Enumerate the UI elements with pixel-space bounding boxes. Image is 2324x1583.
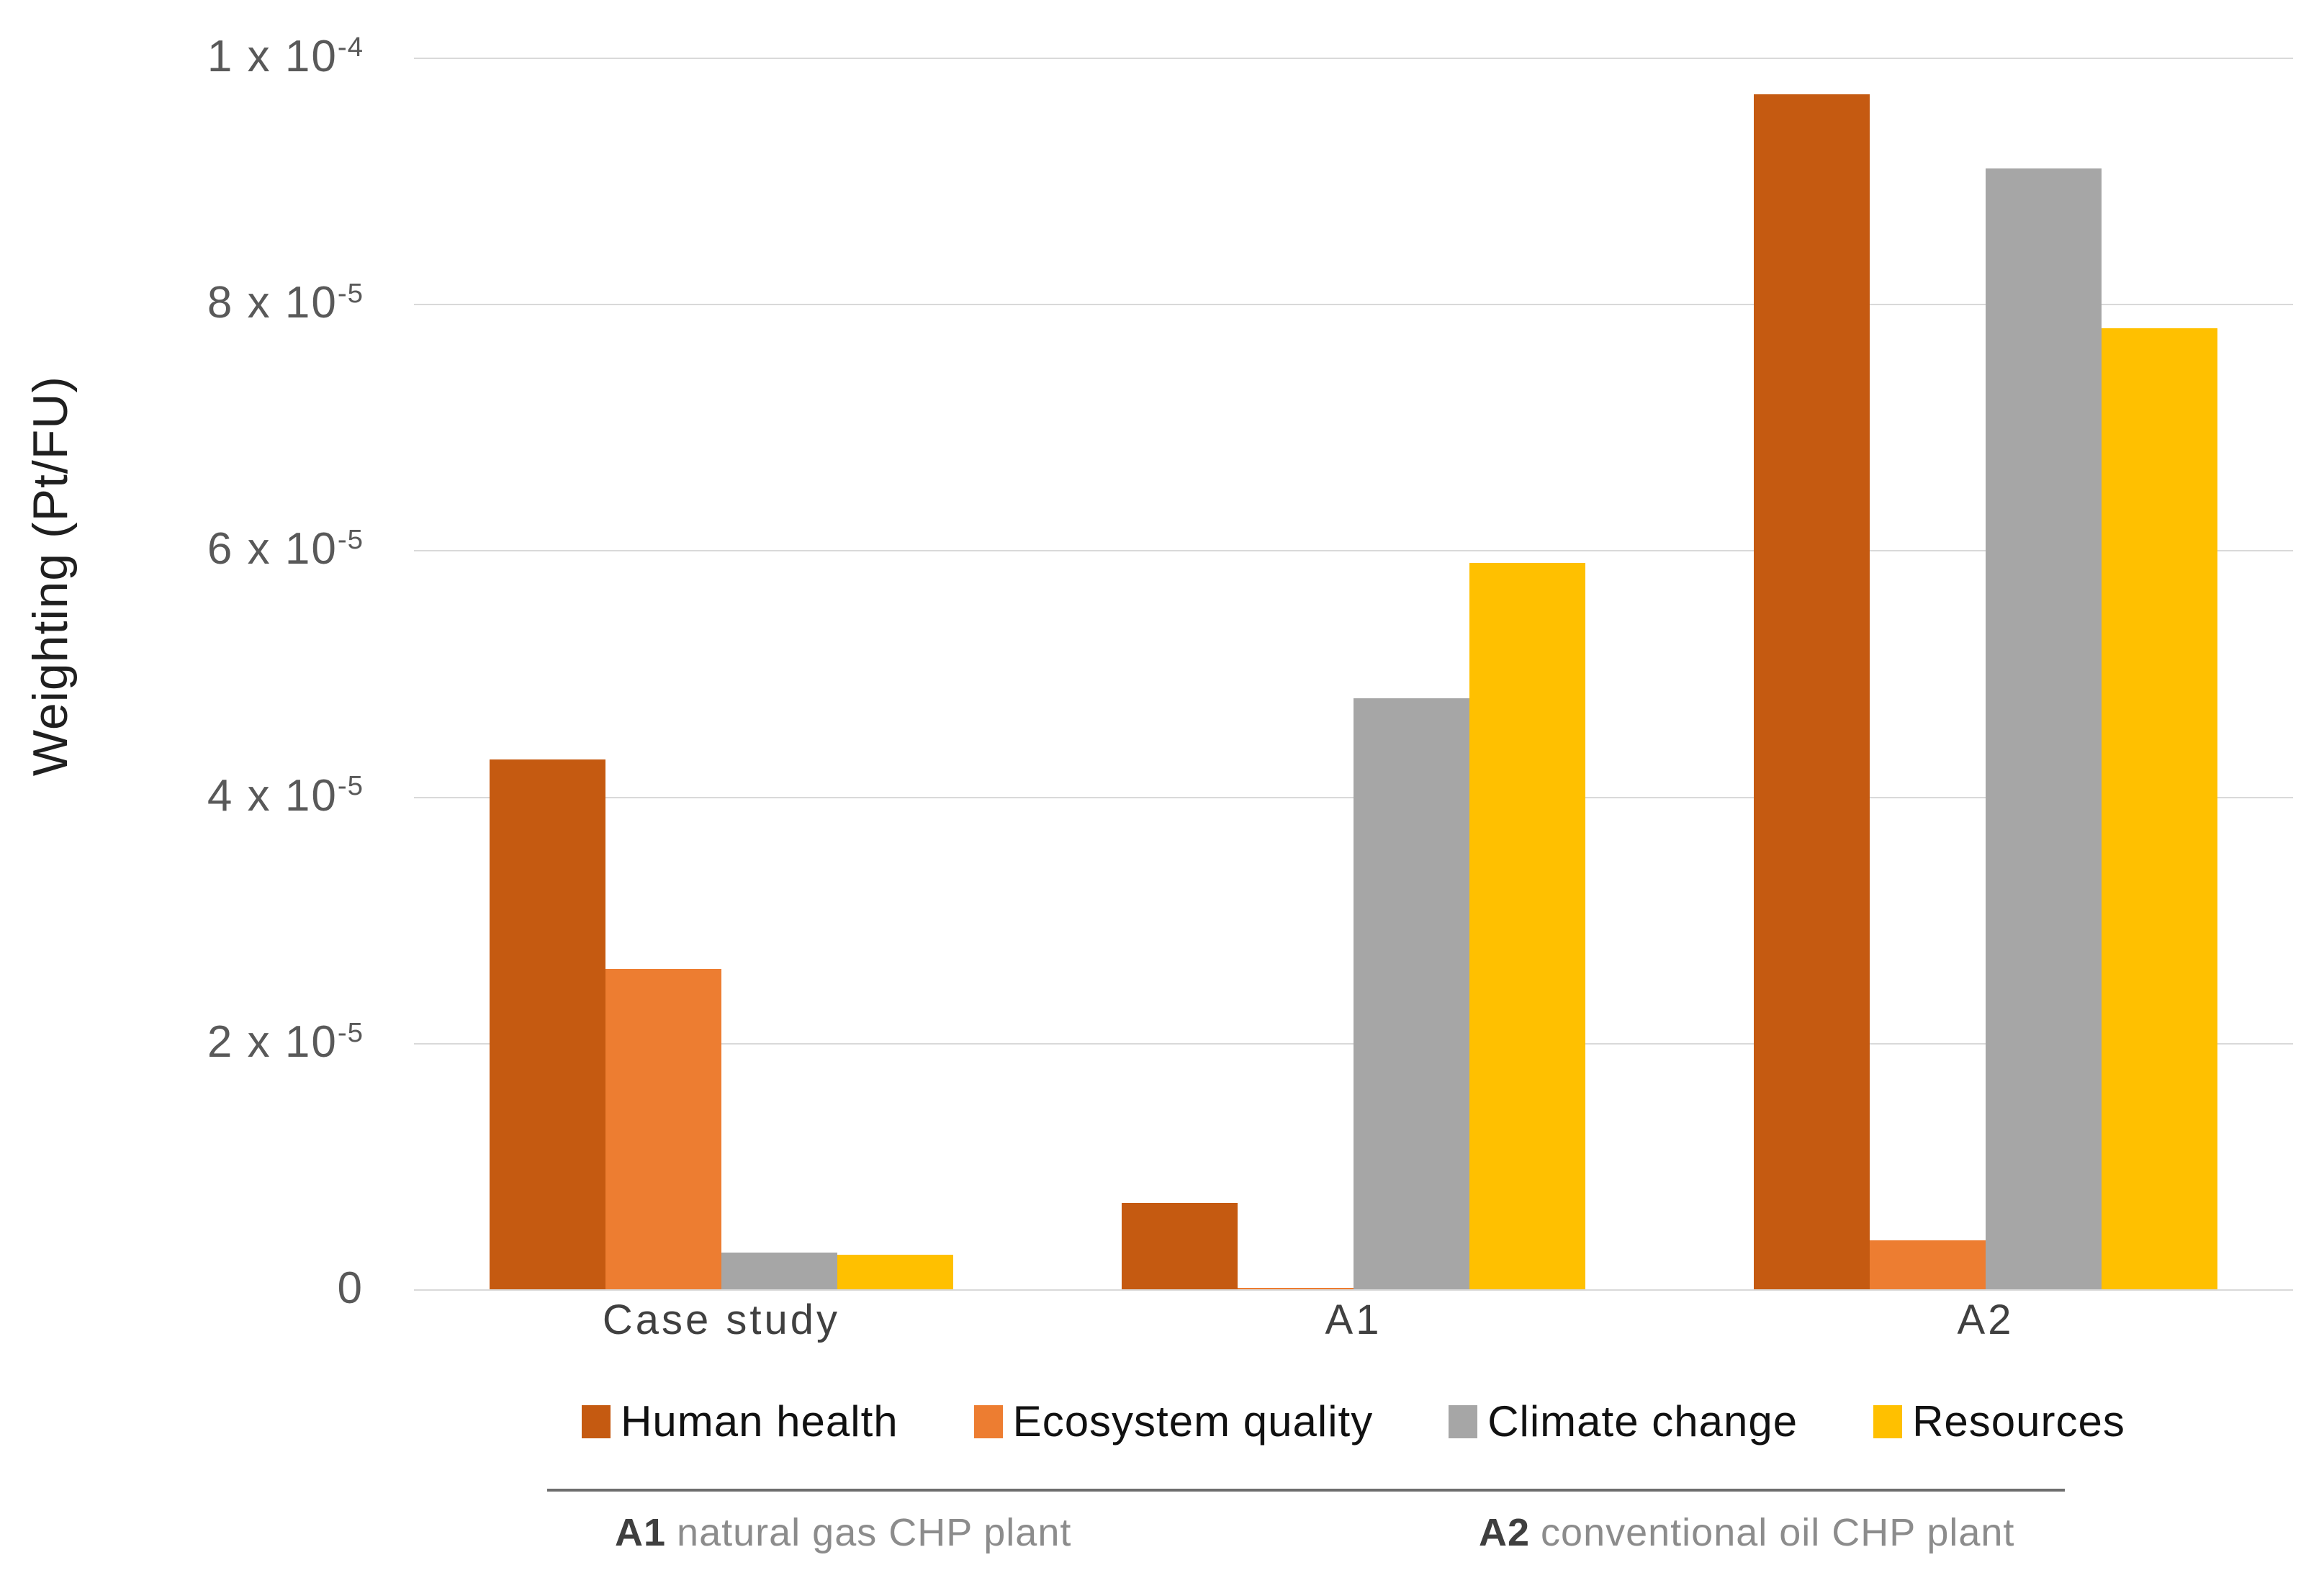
x-label-a2: A2	[1957, 1296, 2014, 1343]
footnote-divider	[547, 1489, 2065, 1492]
footnote-text: conventional oil CHP plant	[1541, 1511, 2015, 1554]
bar-group-a2	[1753, 58, 2218, 1289]
bar-resources	[837, 1255, 954, 1289]
climate-change-swatch-icon	[1449, 1404, 1478, 1438]
footnote-text: natural gas CHP plant	[677, 1511, 1072, 1554]
bar-human-health	[1121, 1203, 1238, 1289]
legend: Human health Ecosystem quality Climate c…	[414, 1397, 2293, 1446]
resources-swatch-icon	[1873, 1404, 1903, 1438]
bar-ecosystem-quality	[605, 969, 721, 1289]
legend-label: Climate change	[1487, 1397, 1798, 1446]
gridline	[414, 550, 2293, 552]
legend-item-climate-change: Climate change	[1449, 1397, 1798, 1446]
gridline	[414, 304, 2293, 306]
bar-group-case-study	[489, 58, 954, 1289]
y-tick-label: 1 x 10-4	[207, 31, 364, 82]
y-axis-tick-labels: 1 x 10-4 8 x 10-5 6 x 10-5 4 x 10-5 2 x …	[0, 32, 364, 1313]
bar-ecosystem-quality	[1237, 1288, 1354, 1289]
bar-climate-change	[1353, 698, 1470, 1289]
y-tick-label: 0	[337, 1263, 364, 1314]
bar-climate-change	[1985, 168, 2102, 1289]
gridline-baseline	[414, 1289, 2293, 1291]
x-axis-labels: Case study A1 A2	[414, 1296, 2293, 1353]
human-health-swatch-icon	[582, 1404, 611, 1438]
bar-resources	[2102, 328, 2218, 1289]
y-tick-label: 4 x 10-5	[207, 770, 364, 821]
y-tick-exponent: -5	[337, 1016, 364, 1048]
bar-group-a1	[1121, 58, 1586, 1289]
legend-item-ecosystem-quality: Ecosystem quality	[973, 1397, 1374, 1446]
legend-item-human-health: Human health	[582, 1397, 898, 1446]
y-tick-label: 6 x 10-5	[207, 524, 364, 574]
y-tick-exponent: -5	[337, 278, 364, 310]
footnote-prefix: A2	[1479, 1511, 1531, 1554]
legend-label: Human health	[621, 1397, 898, 1446]
bar-resources	[1469, 562, 1586, 1289]
legend-label: Ecosystem quality	[1012, 1397, 1374, 1446]
ecosystem-quality-swatch-icon	[973, 1404, 1003, 1438]
bar-climate-change	[721, 1252, 838, 1289]
y-tick-exponent: -4	[337, 31, 364, 63]
y-tick-exponent: -5	[337, 524, 364, 556]
footnote-a1: A1 natural gas CHP plant	[615, 1510, 1071, 1555]
x-label-case-study: Case study	[602, 1296, 841, 1343]
x-label-a1: A1	[1325, 1296, 1382, 1343]
bar-human-health	[489, 759, 605, 1289]
bar-human-health	[1753, 94, 1870, 1289]
legend-item-resources: Resources	[1873, 1397, 2125, 1446]
bar-ecosystem-quality	[1869, 1240, 1986, 1289]
y-tick-label: 8 x 10-5	[207, 278, 364, 328]
plot-area	[414, 58, 2293, 1291]
footnotes: A1 natural gas CHP plant A2 conventional…	[0, 1510, 2324, 1575]
y-tick-exponent: -5	[337, 770, 364, 802]
y-tick-label: 2 x 10-5	[207, 1016, 364, 1067]
legend-label: Resources	[1912, 1397, 2125, 1446]
footnote-a2: A2 conventional oil CHP plant	[1479, 1510, 2014, 1555]
gridline	[414, 58, 2293, 59]
footnote-prefix: A1	[615, 1511, 667, 1554]
